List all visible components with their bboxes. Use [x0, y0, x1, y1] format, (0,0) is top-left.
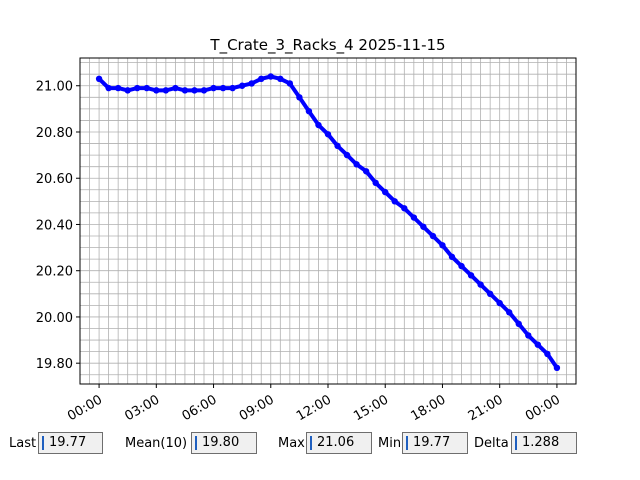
chart: T_Crate_3_Racks_4 2025-11-15 00:00 03:00 0…: [36, 36, 577, 424]
data-point: [191, 87, 198, 94]
max-value-field[interactable]: 21.06: [306, 432, 372, 454]
data-point: [162, 87, 170, 94]
y-tick-label: 20.00: [36, 311, 73, 326]
data-point: [382, 188, 389, 196]
delta-value-field[interactable]: 1.288: [511, 432, 577, 454]
x-tick-label: 12:00: [294, 392, 334, 424]
mean-value: 19.80: [202, 435, 240, 450]
data-point: [315, 121, 322, 129]
data-point: [95, 75, 103, 83]
data-point: [458, 262, 465, 270]
data-point: [238, 82, 246, 89]
data-point: [544, 350, 551, 358]
x-tick-label: 21:00: [466, 392, 506, 424]
data-point: [534, 341, 542, 348]
max-value: 21.06: [317, 435, 355, 450]
text-cursor: [195, 436, 197, 450]
delta-label: Delta: [474, 436, 509, 451]
x-tick-label: 00:00: [523, 392, 563, 424]
y-tick-label: 20.80: [36, 126, 73, 141]
data-point: [553, 364, 561, 372]
mean-value-field[interactable]: 19.80: [191, 432, 257, 454]
data-point: [248, 80, 255, 87]
data-point: [353, 161, 360, 168]
x-tick-label: 18:00: [409, 392, 449, 424]
min-value: 19.77: [413, 435, 451, 450]
data-point: [486, 290, 494, 298]
data-point: [200, 87, 208, 94]
min-label: Min: [378, 436, 402, 451]
max-label: Max: [278, 436, 305, 451]
y-tick-label: 20.40: [36, 218, 73, 233]
data-point: [401, 205, 408, 212]
data-point: [343, 151, 351, 159]
x-tick-label: 06:00: [180, 392, 220, 424]
data-point: [467, 272, 475, 279]
data-point: [477, 281, 484, 288]
data-point: [286, 80, 294, 87]
text-cursor: [406, 436, 408, 450]
grid: [79, 58, 577, 384]
data-point: [429, 232, 437, 240]
data-point: [496, 299, 503, 307]
text-cursor: [515, 436, 517, 450]
data-point: [305, 107, 313, 115]
data-point: [219, 84, 227, 92]
x-tick-label: 03:00: [122, 392, 162, 424]
data-point: [114, 84, 122, 92]
data-point: [334, 142, 341, 150]
data-point: [258, 75, 265, 83]
y-tick-label: 19.80: [36, 357, 73, 372]
data-point: [172, 84, 179, 92]
data-point: [439, 242, 446, 249]
data-point: [181, 87, 189, 94]
data-point: [372, 179, 379, 187]
data-point: [525, 332, 532, 339]
text-cursor: [310, 436, 312, 450]
mean-label: Mean(10): [125, 436, 188, 451]
data-point: [391, 198, 398, 205]
data-point: [296, 94, 303, 101]
x-tick-label: 00:00: [65, 392, 105, 424]
data-point: [448, 253, 456, 261]
data-point: [105, 84, 112, 92]
data-point: [210, 84, 217, 92]
data-point: [506, 309, 513, 316]
data-point: [134, 84, 141, 92]
data-point: [143, 84, 150, 92]
x-tick-labels: 00:00 03:00 06:00 09:00 12:00 15:00 18:00 21:00…: [65, 384, 563, 424]
min-value-field[interactable]: 19.77: [402, 432, 468, 454]
y-tick-labels: 19.80 20.00 20.20 20.40 20.60 20.80 21.00: [36, 80, 80, 372]
last-label: Last: [9, 436, 37, 451]
data-point: [324, 131, 332, 138]
data-point: [420, 223, 427, 230]
data-point: [515, 320, 522, 328]
data-point: [153, 87, 160, 94]
data-series: [95, 73, 561, 372]
x-tick-label: 09:00: [237, 392, 277, 424]
y-tick-label: 20.60: [36, 172, 73, 187]
last-value: 19.77: [49, 435, 87, 450]
y-tick-label: 20.20: [36, 265, 73, 280]
delta-value: 1.288: [522, 435, 560, 450]
data-point: [267, 73, 274, 80]
data-point: [229, 84, 236, 92]
chart-title: T_Crate_3_Racks_4 2025-11-15: [209, 36, 445, 55]
last-value-field[interactable]: 19.77: [38, 432, 103, 454]
x-tick-label: 15:00: [351, 392, 391, 424]
text-cursor: [42, 436, 44, 450]
data-point: [277, 75, 284, 83]
data-point: [362, 168, 370, 175]
y-tick-label: 21.00: [36, 80, 73, 95]
data-point: [410, 214, 418, 221]
data-point: [124, 87, 131, 94]
